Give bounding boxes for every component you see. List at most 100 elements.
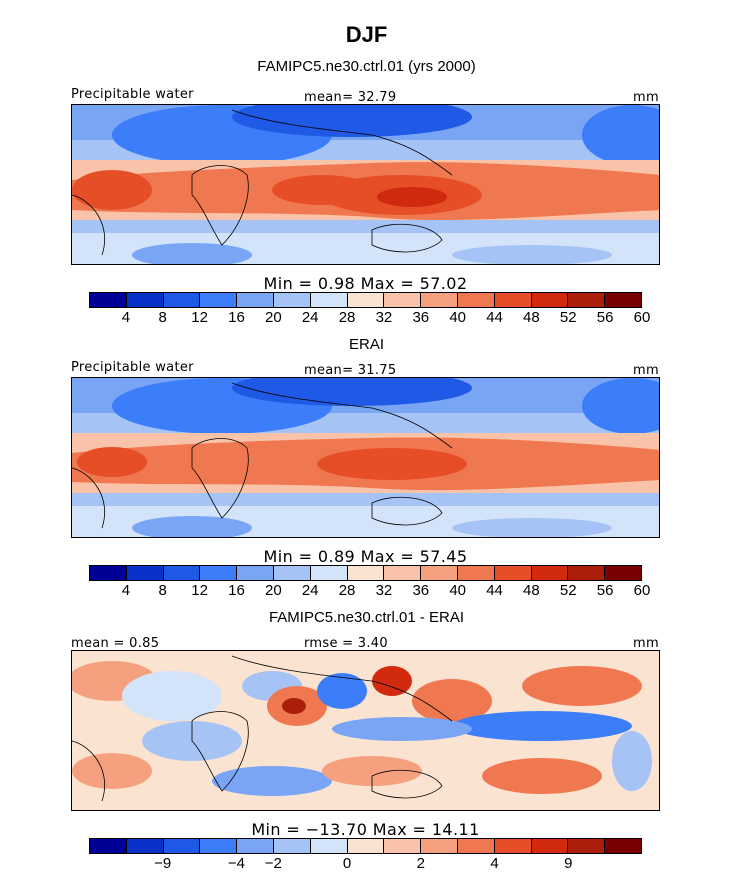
colorbar-swatch	[310, 566, 348, 580]
colorbar-swatch	[237, 293, 274, 307]
colorbar-tick-label: 36	[412, 582, 430, 599]
colorbar-swatch	[273, 839, 311, 853]
panel3-mean-label: mean = 0.85	[71, 636, 160, 651]
colorbar-swatch	[568, 293, 606, 307]
colorbar-swatch	[126, 566, 164, 580]
colorbar-swatch	[347, 566, 385, 580]
panel2-variable-label: Precipitable water	[71, 360, 194, 375]
colorbar-swatch	[163, 293, 201, 307]
colorbar-swatch	[605, 293, 641, 307]
colorbar-tick-label: 36	[412, 309, 430, 326]
panel3-colorbar	[89, 838, 642, 854]
colorbar-swatch	[126, 839, 164, 853]
panel1-map-field	[72, 105, 659, 264]
colorbar-tick-label: 56	[596, 582, 614, 599]
panel1-map	[71, 104, 660, 265]
panel1-variable-label: Precipitable water	[71, 87, 194, 102]
colorbar-tick-label: 44	[486, 309, 503, 326]
colorbar-tick-label: 20	[264, 582, 282, 599]
panel2-mean-label: mean= 31.75	[304, 363, 397, 378]
colorbar-swatch	[200, 839, 238, 853]
panel2-minmax: Min = 0.89 Max = 57.45	[263, 547, 468, 566]
colorbar-tick-label: 32	[375, 582, 393, 599]
figure-title: DJF	[345, 22, 388, 47]
colorbar-swatch	[90, 566, 127, 580]
panel2-colorbar-ticks: 4 8 12 16 20 24 28 32 36 40 44 48 52 56 60	[89, 582, 651, 600]
colorbar-swatch	[605, 566, 641, 580]
colorbar-tick-label: 20	[264, 309, 282, 326]
colorbar-swatch	[457, 839, 495, 853]
colorbar-tick-label: 0	[342, 855, 352, 872]
colorbar-swatch	[90, 293, 127, 307]
colorbar-swatch	[457, 293, 495, 307]
colorbar-tick-label: 8	[158, 582, 167, 599]
colorbar-swatch	[163, 839, 201, 853]
colorbar-swatch	[494, 566, 532, 580]
colorbar-swatch	[384, 293, 422, 307]
colorbar-tick-label: 48	[523, 309, 540, 326]
colorbar-tick-label: 32	[375, 309, 393, 326]
panel1-minmax: Min = 0.98 Max = 57.02	[263, 274, 468, 293]
colorbar-swatch	[568, 566, 606, 580]
colorbar-tick-label: 24	[301, 582, 319, 599]
colorbar-tick-label: 2	[416, 855, 425, 872]
colorbar-tick-label: 40	[449, 582, 466, 599]
colorbar-swatch	[421, 839, 458, 853]
colorbar-tick-label: −4	[227, 855, 246, 872]
colorbar-swatch	[531, 293, 569, 307]
panel1-colorbar	[89, 292, 642, 308]
colorbar-tick-label: 48	[523, 582, 540, 599]
colorbar-tick-label: 52	[559, 309, 577, 326]
colorbar-tick-label: 60	[633, 582, 651, 599]
colorbar-swatch	[568, 839, 606, 853]
colorbar-tick-label: 56	[596, 309, 614, 326]
colorbar-swatch	[494, 839, 532, 853]
colorbar-swatch	[237, 839, 274, 853]
panel3-map	[71, 650, 660, 811]
colorbar-tick-label: 16	[228, 309, 245, 326]
colorbar-swatch	[421, 293, 458, 307]
panel1-mean-label: mean= 32.79	[304, 90, 397, 105]
colorbar-tick-label: 9	[564, 855, 573, 872]
panel2-map-field	[72, 378, 659, 537]
colorbar-swatch	[310, 839, 348, 853]
colorbar-swatch	[273, 566, 311, 580]
colorbar-tick-label: 4	[121, 582, 131, 599]
panel2-units: mm	[633, 363, 659, 378]
colorbar-tick-label: 28	[338, 309, 356, 326]
colorbar-tick-label: 52	[559, 582, 577, 599]
colorbar-swatch	[384, 566, 422, 580]
colorbar-tick-label: 12	[191, 582, 208, 599]
colorbar-swatch	[384, 839, 422, 853]
colorbar-swatch	[163, 566, 201, 580]
panel2-colorbar	[89, 565, 642, 581]
colorbar-tick-label: 28	[338, 582, 356, 599]
colorbar-swatch	[457, 566, 495, 580]
panel2-title: ERAI	[348, 336, 384, 353]
panel3-colorbar-ticks: −9 −4 −2 0 2 4 9	[89, 855, 642, 873]
colorbar-swatch	[200, 293, 238, 307]
colorbar-tick-label: −9	[154, 855, 172, 872]
colorbar-tick-label: 60	[633, 309, 651, 326]
colorbar-swatch	[605, 839, 641, 853]
colorbar-swatch	[347, 839, 385, 853]
colorbar-tick-label: 8	[158, 309, 167, 326]
panel1-units: mm	[633, 90, 659, 105]
panel3-units: mm	[633, 636, 659, 651]
colorbar-swatch	[273, 293, 311, 307]
colorbar-swatch	[494, 293, 532, 307]
colorbar-tick-label: 40	[449, 309, 466, 326]
panel1-colorbar-ticks: 4 8 12 16 20 24 28 32 36 40 44 48 52 56 60	[89, 309, 651, 327]
colorbar-swatch	[237, 566, 274, 580]
panel3-rmse-label: rmse = 3.40	[304, 636, 388, 651]
panel1-title: FAMIPC5.ne30.ctrl.01 (yrs 2000)	[257, 58, 476, 75]
colorbar-swatch	[531, 566, 569, 580]
colorbar-swatch	[200, 566, 238, 580]
panel3-map-field	[72, 651, 659, 810]
panel3-minmax: Min = −13.70 Max = 14.11	[251, 820, 480, 839]
colorbar-swatch	[347, 293, 385, 307]
colorbar-swatch	[126, 293, 164, 307]
colorbar-tick-label: −2	[264, 855, 282, 872]
colorbar-swatch	[90, 839, 127, 853]
colorbar-swatch	[421, 566, 458, 580]
